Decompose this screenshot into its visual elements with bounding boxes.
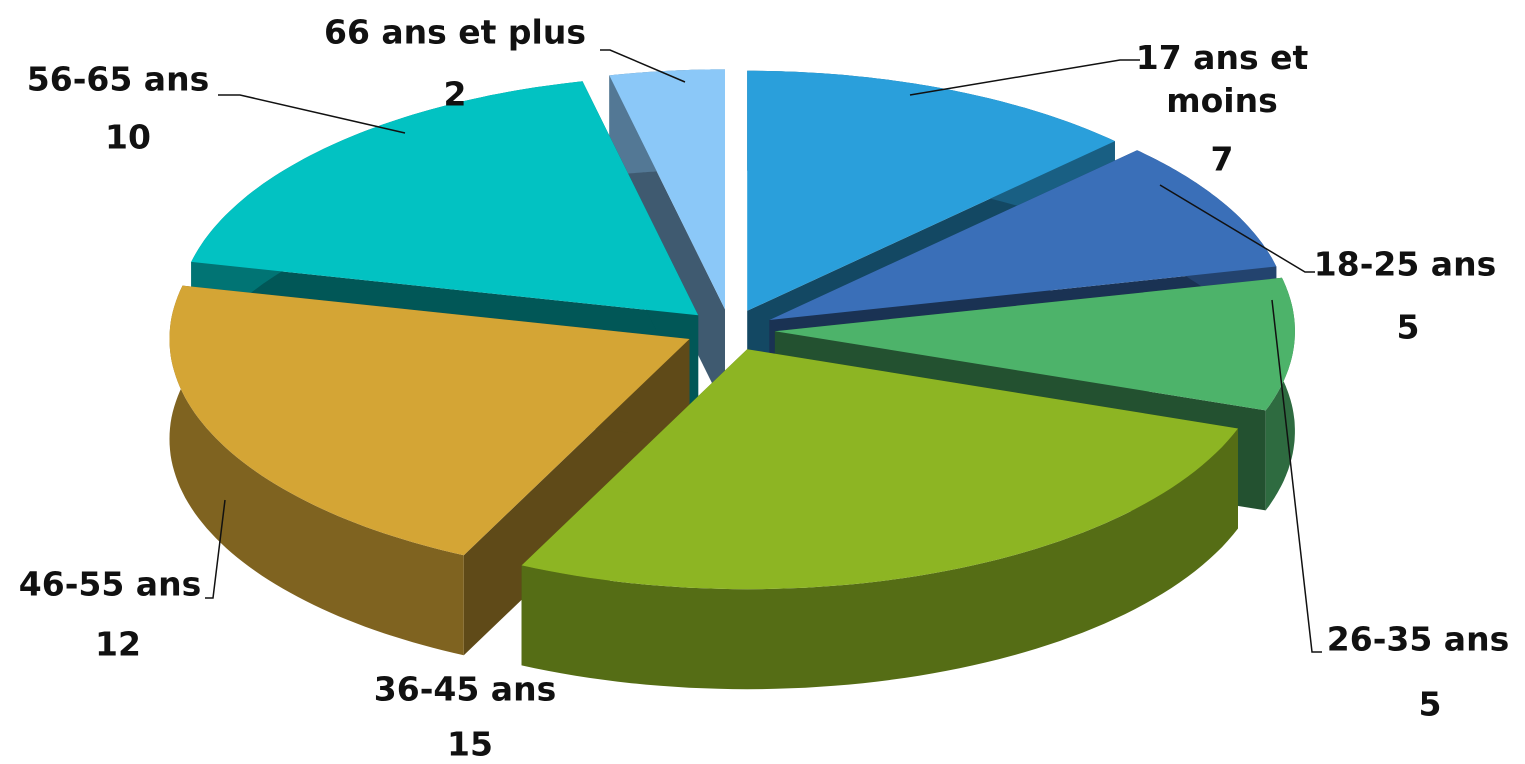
- category-label: 18-25 ans: [1313, 244, 1497, 284]
- slice: [769, 150, 1277, 320]
- value-label: 7: [1210, 139, 1234, 179]
- category-label: 46-55 ans: [18, 564, 202, 604]
- value-label: 10: [105, 117, 151, 157]
- slice: [774, 277, 1295, 411]
- leader-line: [909, 59, 1140, 96]
- slice-side: [169, 285, 464, 656]
- category-label: 56-65 ans: [26, 59, 210, 99]
- value-label: 5: [1396, 307, 1420, 347]
- value-label: 15: [447, 724, 493, 764]
- slice: [521, 349, 1238, 590]
- slice: [747, 70, 1115, 311]
- leader-line: [218, 94, 406, 134]
- slice: [609, 69, 725, 310]
- category-label: 66 ans et plus: [323, 12, 587, 52]
- leader-line: [1271, 299, 1322, 653]
- category-label: 17 ans et moins: [1135, 38, 1309, 120]
- value-label: 2: [443, 74, 467, 114]
- leader-line: [205, 499, 226, 599]
- slice-side: [521, 428, 1238, 690]
- slice: [169, 285, 690, 556]
- value-label: 5: [1418, 684, 1442, 724]
- leader-line: [600, 49, 686, 83]
- value-label: 12: [95, 624, 141, 664]
- category-label: 36-45 ans: [373, 669, 557, 709]
- leader-line: [1159, 184, 1315, 273]
- slice: [191, 81, 699, 316]
- category-label: 26-35 ans: [1326, 619, 1510, 659]
